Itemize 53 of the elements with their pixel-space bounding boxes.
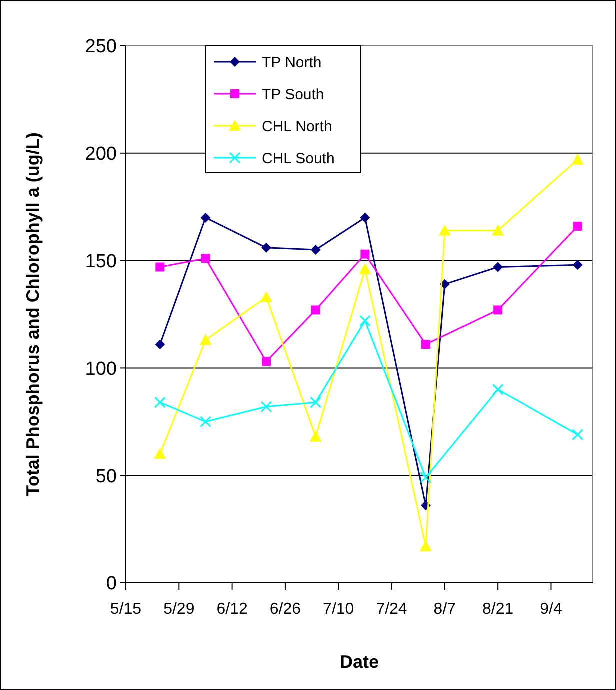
x-tick-label: 5/29: [164, 601, 195, 618]
point: [260, 401, 272, 413]
legend-label: TP North: [262, 54, 322, 72]
point: [155, 340, 166, 350]
point: [572, 260, 583, 270]
point: [200, 416, 212, 428]
point: [572, 429, 584, 441]
point: [310, 245, 321, 256]
point: [492, 224, 504, 236]
y-tick-label: 150: [85, 251, 117, 272]
point: [311, 306, 320, 315]
y-tick-label: 250: [85, 36, 117, 58]
point: [420, 540, 432, 552]
y-tick-label: 50: [96, 466, 117, 488]
point: [360, 212, 370, 223]
point: [493, 262, 504, 272]
x-tick-label: 9/4: [540, 601, 562, 618]
x-axis-title: Date: [340, 652, 380, 672]
y-tick-label: 100: [85, 358, 117, 380]
point: [494, 306, 503, 315]
x-tick-label: 5/15: [110, 601, 142, 618]
y-tick-label: 0: [106, 574, 117, 595]
legend-label: CHL South: [262, 150, 335, 168]
point: [154, 396, 166, 408]
legend-label: CHL North: [262, 118, 332, 136]
point: [310, 430, 322, 442]
legend-label: TP South: [262, 86, 324, 104]
point: [359, 315, 371, 327]
point: [573, 222, 582, 231]
x-tick-label: 6/26: [270, 601, 302, 618]
point: [154, 448, 166, 460]
point: [420, 472, 432, 484]
point: [200, 212, 211, 223]
point: [261, 242, 272, 253]
x-tick-label: 8/7: [434, 601, 456, 618]
point: [201, 254, 210, 264]
x-tick-label: 6/12: [216, 601, 248, 618]
point: [360, 250, 370, 259]
point: [572, 154, 584, 165]
point: [438, 224, 451, 236]
y-tick-label: 200: [85, 144, 117, 166]
point: [421, 340, 430, 350]
point: [359, 263, 372, 274]
point: [492, 384, 504, 396]
point: [310, 396, 322, 408]
point: [156, 262, 165, 272]
point: [262, 357, 271, 366]
x-tick-label: 8/21: [482, 601, 514, 618]
point: [200, 334, 212, 346]
y-axis-title: Total Phosphorus and Chlorophyll a (ug/L): [23, 132, 43, 496]
x-tick-label: 7/24: [376, 601, 408, 618]
x-tick-label: 7/10: [323, 601, 354, 618]
point: [260, 291, 272, 302]
